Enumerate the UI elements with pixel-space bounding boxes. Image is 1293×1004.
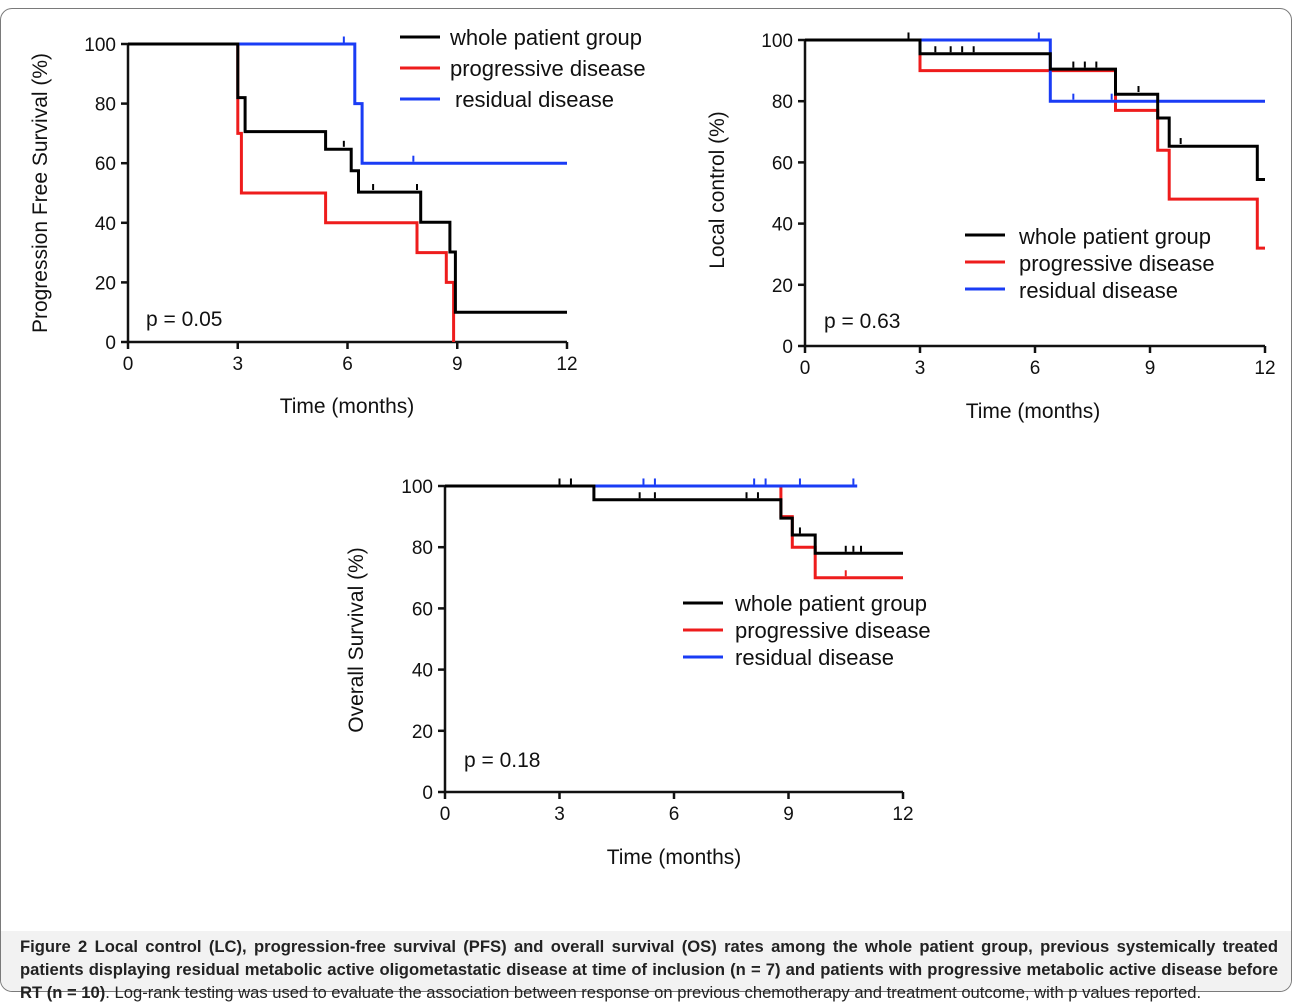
legend-label-progressive: progressive disease xyxy=(1019,251,1215,276)
y-tick-label: 20 xyxy=(412,722,433,743)
y-tick-label: 40 xyxy=(412,661,433,682)
legend-label-residual: residual disease xyxy=(1019,278,1178,303)
legend-label-progressive: progressive disease xyxy=(735,618,931,643)
series-line-progressive xyxy=(805,38,1265,250)
x-tick-label: 6 xyxy=(342,354,353,375)
legend: whole patient group progressive disease … xyxy=(400,25,646,112)
x-tick-label: 9 xyxy=(1145,358,1156,379)
y-tick-label: 60 xyxy=(772,153,793,174)
x-axis-title: Time (months) xyxy=(966,400,1101,423)
caption-body: . Log-rank testing was used to evaluate … xyxy=(105,983,1202,1002)
y-tick-label: 0 xyxy=(782,337,793,358)
x-tick-label: 0 xyxy=(123,354,134,375)
y-tick-label: 80 xyxy=(772,92,793,113)
y-tick-label: 0 xyxy=(105,333,116,354)
x-tick-label: 0 xyxy=(800,358,811,379)
y-tick-label: 60 xyxy=(95,154,116,175)
caption-title: Figure 2 Local control (LC), progression… xyxy=(20,937,1278,1002)
y-tick-label: 40 xyxy=(772,215,793,236)
y-tick-label: 100 xyxy=(401,477,433,498)
p-value: p = 0.18 xyxy=(464,749,540,772)
series-line-whole xyxy=(128,42,567,314)
p-value: p = 0.05 xyxy=(146,308,222,331)
y-axis-title: Overall Survival (%) xyxy=(345,547,368,733)
series-line-whole xyxy=(805,38,1265,181)
legend-label-residual: residual disease xyxy=(455,87,614,112)
x-tick-label: 3 xyxy=(554,804,565,825)
x-tick-label: 12 xyxy=(1254,358,1275,379)
x-tick-label: 3 xyxy=(232,354,243,375)
series-line-whole xyxy=(445,484,903,555)
legend-label-whole: whole patient group xyxy=(1018,224,1211,249)
chart-local-control: 0 3 6 9 12 0 20 40 60 80 100 Time (months) Local c… xyxy=(706,31,1276,423)
y-tick-label: 80 xyxy=(95,95,116,116)
y-tick-label: 80 xyxy=(412,538,433,559)
x-tick-label: 0 xyxy=(440,804,451,825)
x-tick-label: 6 xyxy=(669,804,680,825)
series-line-progressive xyxy=(128,42,456,342)
y-tick-label: 40 xyxy=(95,214,116,235)
x-tick-label: 12 xyxy=(892,804,913,825)
y-axis-title: Local control (%) xyxy=(706,111,729,269)
y-axis-title: Progression Free Survival (%) xyxy=(29,53,52,333)
x-tick-label: 3 xyxy=(915,358,926,379)
y-tick-label: 20 xyxy=(772,276,793,297)
legend-label-residual: residual disease xyxy=(735,645,894,670)
legend: whole patient group progressive disease … xyxy=(965,224,1215,303)
chart-overall-survival: 0 3 6 9 12 0 20 40 60 80 100 Time (months) Overall… xyxy=(345,477,931,869)
p-value: p = 0.63 xyxy=(824,310,900,333)
x-tick-label: 9 xyxy=(783,804,794,825)
caption-background xyxy=(1,931,1291,991)
x-tick-label: 6 xyxy=(1030,358,1041,379)
x-tick-label: 12 xyxy=(556,354,577,375)
y-tick-label: 100 xyxy=(761,31,793,52)
series-line-residual xyxy=(128,42,567,165)
x-tick-label: 9 xyxy=(452,354,463,375)
legend-label-whole: whole patient group xyxy=(449,25,642,50)
y-tick-label: 100 xyxy=(84,35,116,56)
legend-label-whole: whole patient group xyxy=(734,591,927,616)
chart-pfs: 0 3 6 9 12 0 20 40 60 80 100 Time (months) Progres… xyxy=(29,25,646,418)
legend: whole patient group progressive disease … xyxy=(683,591,931,670)
y-tick-label: 0 xyxy=(422,783,433,804)
y-tick-label: 60 xyxy=(412,599,433,620)
x-axis-title: Time (months) xyxy=(280,395,415,418)
legend-label-progressive: progressive disease xyxy=(450,56,646,81)
x-axis-title: Time (months) xyxy=(607,846,742,869)
y-tick-label: 20 xyxy=(95,273,116,294)
